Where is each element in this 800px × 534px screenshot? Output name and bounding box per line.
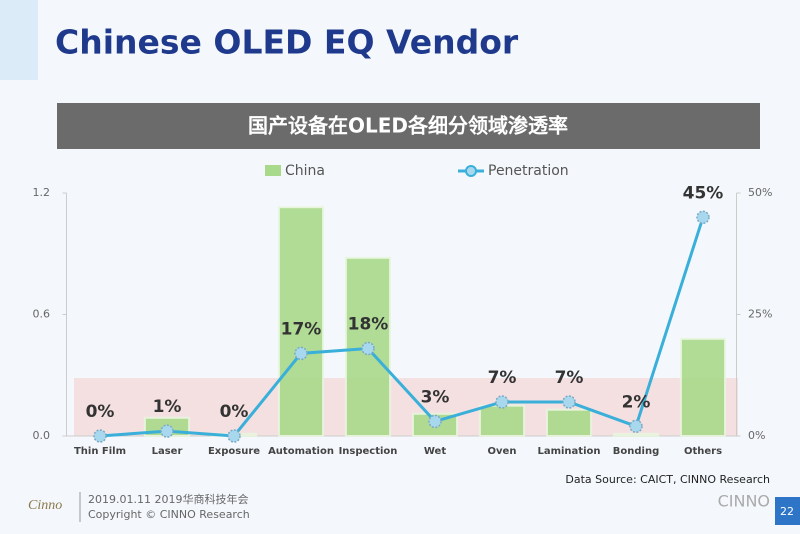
value-label: 45%	[683, 183, 724, 203]
x-tick-label: Others	[684, 446, 722, 457]
value-label: 2%	[622, 392, 651, 412]
data-source: Data Source: CAICT, CINNO Research	[565, 473, 770, 486]
y-tick-label: 0.6	[33, 308, 51, 321]
marker	[629, 419, 643, 434]
x-tick-label: Exposure	[208, 446, 260, 457]
x-tick-label: Inspection	[339, 446, 398, 457]
marker	[428, 414, 442, 429]
page-number: 22	[780, 505, 794, 518]
chart-banner	[57, 103, 760, 149]
marker	[696, 210, 710, 225]
corner-decoration	[0, 0, 38, 80]
x-tick-label: Automation	[268, 446, 334, 457]
chart-title: 国产设备在OLED各细分领域渗透率	[248, 114, 568, 138]
marker	[294, 346, 308, 361]
x-tick-label: Thin Film	[74, 446, 126, 457]
logo: Cinno	[28, 498, 62, 513]
y2-tick-label: 25%	[748, 308, 772, 321]
y2-tick-label: 50%	[748, 186, 772, 199]
footer-date: 2019.01.11 2019华商科技年会	[88, 492, 248, 506]
value-label: 17%	[281, 319, 322, 339]
bar	[478, 404, 526, 437]
value-label: 7%	[488, 368, 517, 388]
slide-title: Chinese OLED EQ Vendor	[55, 23, 519, 62]
x-tick-label: Wet	[424, 446, 446, 457]
legend-swatch	[265, 165, 281, 176]
line	[99, 216, 705, 438]
value-label: 3%	[421, 387, 450, 407]
value-label: 18%	[348, 315, 389, 335]
value-label: 0%	[220, 402, 249, 422]
legend-marker	[465, 165, 477, 177]
y-tick-label: 0.0	[33, 429, 51, 442]
footer-copyright: Copyright © CINNO Research	[88, 508, 250, 521]
x-tick-label: Oven	[488, 446, 517, 457]
page-box	[775, 497, 800, 525]
bar	[277, 206, 325, 437]
bar	[545, 408, 593, 437]
marker	[361, 341, 375, 356]
marker	[93, 429, 107, 443]
marker	[160, 424, 174, 438]
y-tick-label: 1.2	[33, 186, 51, 199]
y2-tick-label: 0%	[748, 429, 765, 442]
watermark: CINNO	[718, 492, 770, 511]
legend-label: Penetration	[488, 163, 569, 179]
marker	[562, 395, 576, 409]
x-tick-label: Bonding	[613, 446, 659, 457]
marker	[227, 429, 241, 443]
value-label: 1%	[153, 397, 182, 417]
x-tick-label: Laser	[152, 446, 183, 457]
marker	[495, 395, 509, 409]
x-tick-label: Lamination	[537, 446, 600, 457]
value-label: 7%	[555, 368, 584, 388]
legend-label: China	[285, 163, 325, 179]
bar	[612, 432, 660, 438]
value-label: 0%	[86, 402, 115, 422]
bar	[679, 337, 727, 437]
